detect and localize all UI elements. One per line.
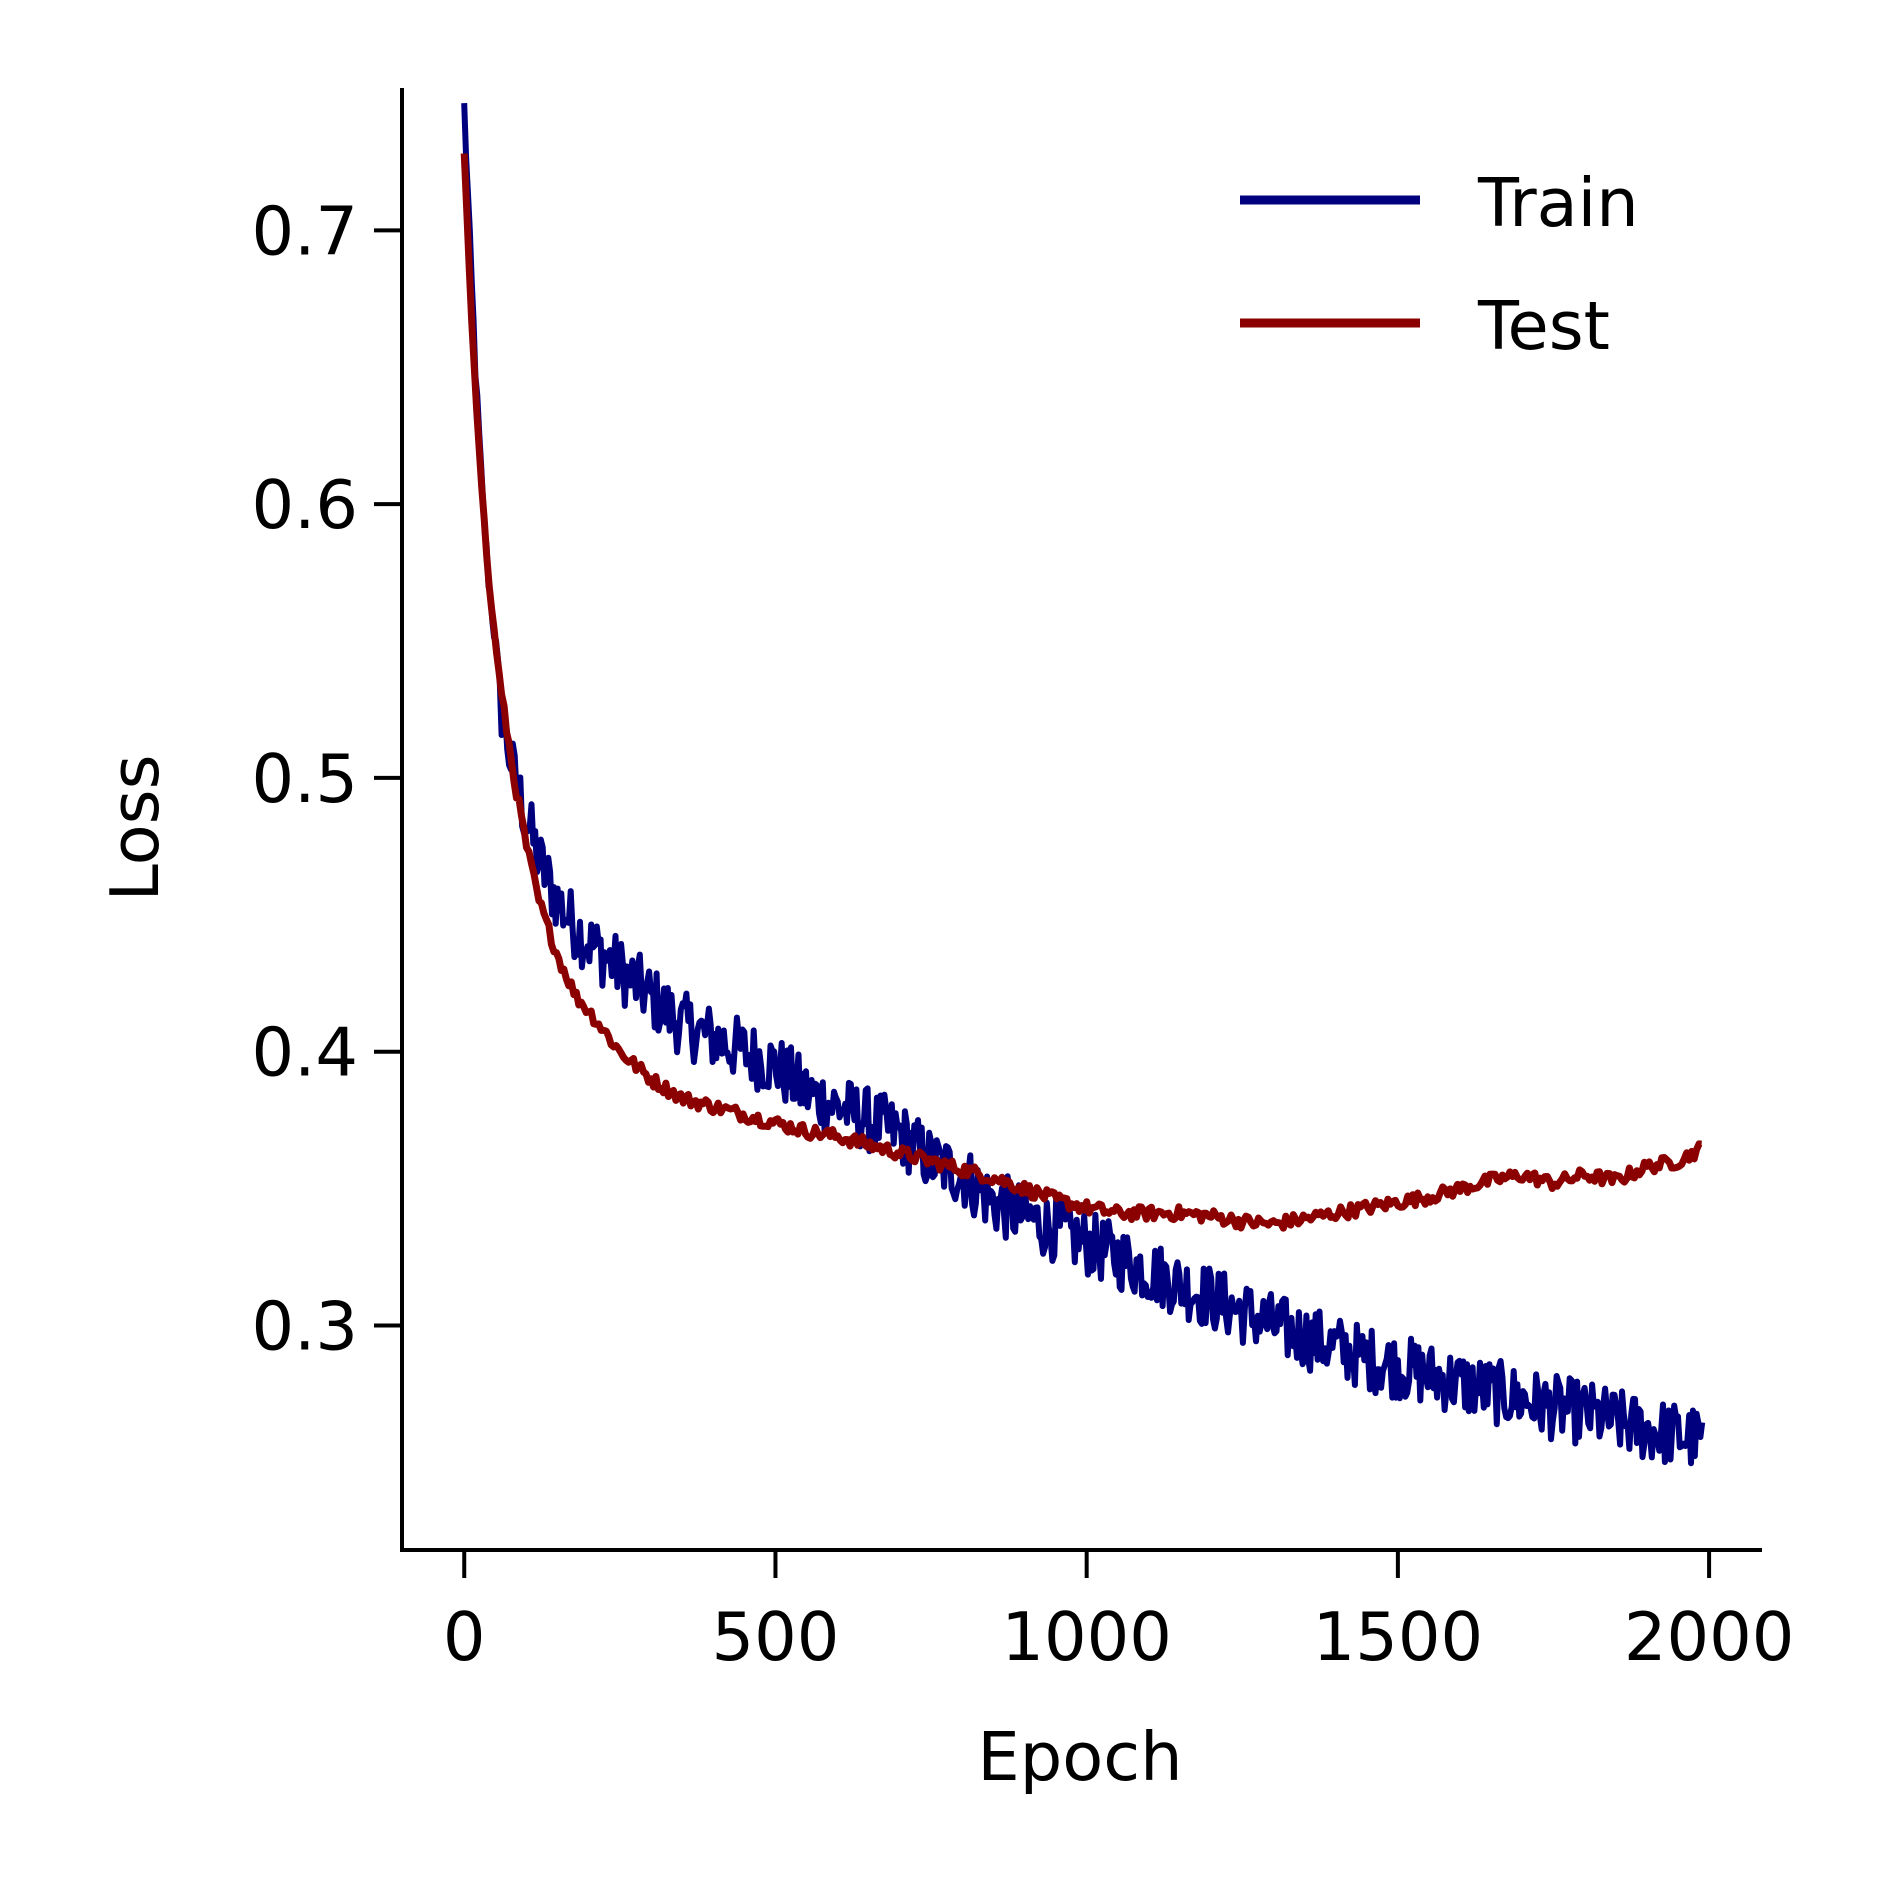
x-axis-label: Epoch: [977, 1718, 1182, 1796]
y-tick-label: 0.6: [251, 466, 358, 544]
x-tick-label: 0: [443, 1598, 486, 1676]
series-line-train: [461, 102, 1706, 1467]
x-tick-label: 1000: [1001, 1598, 1172, 1676]
series-line-test: [460, 153, 1703, 1232]
legend: Train Test: [1240, 164, 1639, 365]
y-tick-label: 0.3: [251, 1287, 358, 1365]
plot-area: [460, 102, 1706, 1467]
legend-label-test: Test: [1477, 287, 1610, 365]
y-tick-label: 0.7: [251, 192, 358, 270]
y-tick-label: 0.5: [251, 740, 358, 818]
y-axis-label: Loss: [96, 755, 174, 902]
legend-label-train: Train: [1477, 164, 1639, 242]
y-ticks: 0.3 0.4 0.5 0.6 0.7: [251, 192, 402, 1365]
y-tick-label: 0.4: [251, 1014, 358, 1092]
x-tick-label: 500: [712, 1598, 840, 1676]
x-tick-label: 1500: [1313, 1598, 1484, 1676]
x-tick-label: 2000: [1624, 1598, 1795, 1676]
x-ticks: 0 500 1000 1500 2000: [443, 1550, 1794, 1676]
